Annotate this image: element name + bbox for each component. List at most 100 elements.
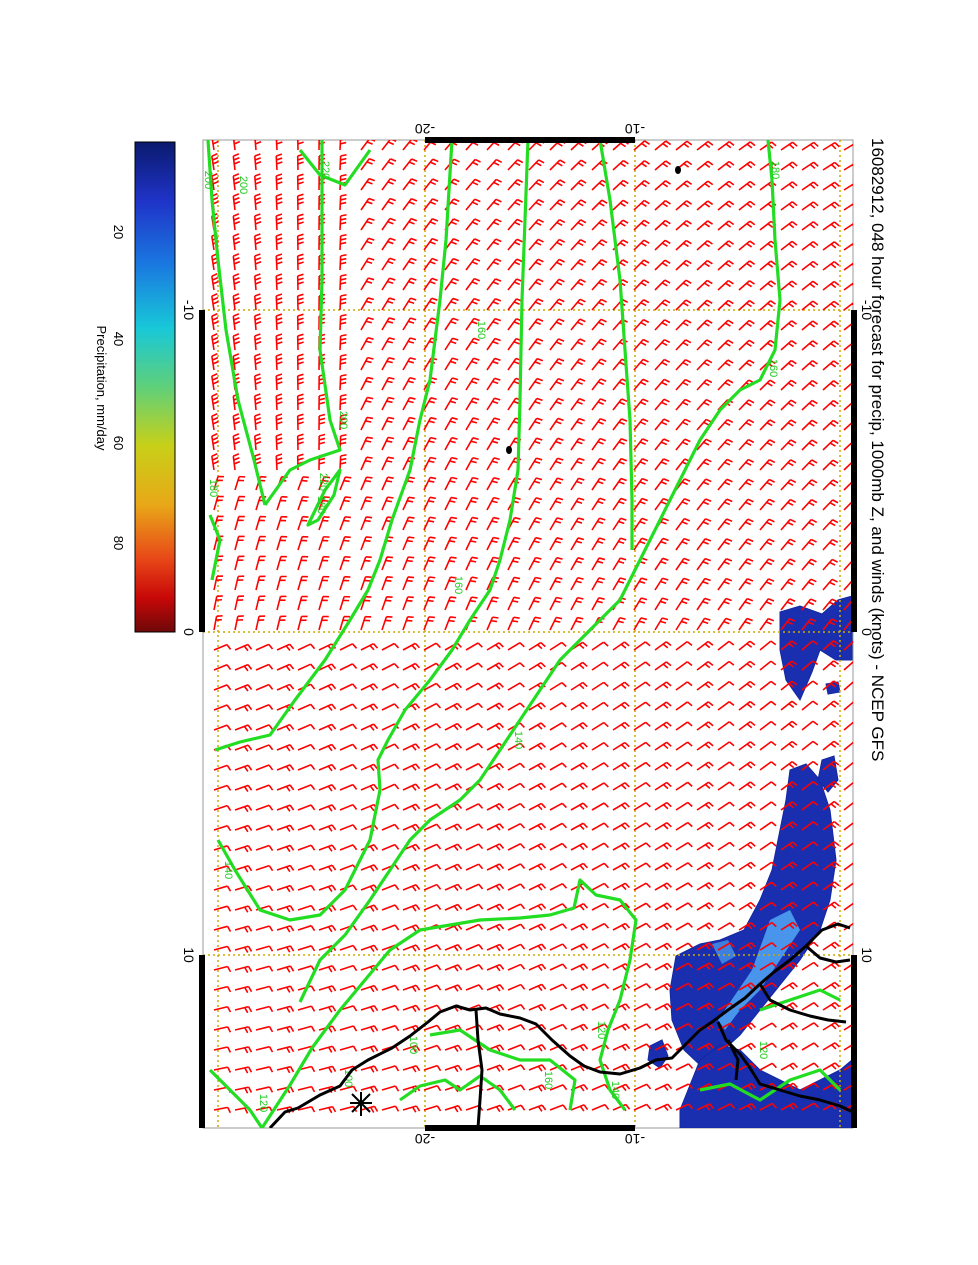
wind-barb: [381, 763, 400, 771]
wind-barb: [486, 642, 504, 651]
wind-barb: [255, 844, 274, 851]
wind-barb: [696, 378, 713, 391]
wind-barb: [339, 293, 347, 311]
wind-barb: [234, 804, 253, 813]
wind-barb: [232, 353, 241, 371]
wind-barb: [822, 459, 839, 471]
wind-barb: [675, 862, 693, 871]
wind-barb: [717, 821, 735, 831]
wind-barb: [591, 259, 608, 271]
wind-barb: [738, 901, 756, 911]
wind-barb: [570, 437, 585, 451]
wind-barb: [297, 535, 309, 551]
wind-barb: [254, 140, 262, 151]
wind-barb: [549, 218, 566, 231]
wind-barb: [465, 377, 480, 391]
wind-barb: [402, 984, 421, 993]
wind-barb: [822, 618, 838, 631]
wind-barb: [276, 804, 295, 812]
wind-barb: [717, 962, 735, 971]
wind-barb: [444, 536, 457, 551]
wind-barb: [738, 220, 756, 231]
wind-barb: [297, 555, 309, 571]
wind-barb: [843, 222, 853, 231]
wind-barb: [444, 417, 458, 431]
wind-barb: [654, 822, 672, 831]
wind-barb: [360, 944, 379, 953]
wind-barb: [822, 720, 840, 731]
wind-barb: [423, 863, 442, 871]
wind-barb: [717, 881, 735, 891]
wind-barb: [444, 576, 457, 591]
wind-barb: [759, 578, 775, 591]
wind-barb: [591, 219, 608, 231]
wind-barb: [465, 357, 480, 371]
wind-barb: [822, 340, 840, 351]
wind-barb: [759, 379, 776, 391]
wind-barb: [486, 616, 499, 631]
wind-barb: [801, 201, 819, 211]
wind-barb: [549, 963, 568, 971]
wind-barb: [276, 495, 288, 511]
wind-barb: [738, 700, 756, 711]
wind-barb: [633, 477, 649, 491]
colorbar-tick: 80: [111, 536, 126, 550]
wind-barb: [759, 538, 775, 551]
wind-barb: [381, 1085, 400, 1092]
wind-barb: [444, 823, 463, 831]
wind-barb: [211, 413, 219, 431]
wind-barb: [738, 498, 754, 511]
contour-label: 200: [337, 411, 349, 429]
wind-barb: [360, 140, 376, 151]
wind-barb: [654, 219, 671, 231]
wind-barb: [402, 1064, 421, 1073]
wind-barb: [255, 643, 274, 651]
wind-barb: [423, 277, 438, 291]
wind-barb: [780, 498, 797, 511]
wind-barb: [654, 1043, 673, 1051]
contour-line: [260, 878, 638, 1128]
wind-barb: [465, 158, 481, 171]
wind-barb: [528, 1084, 547, 1092]
wind-barb: [486, 983, 505, 992]
wind-barb: [591, 497, 606, 511]
wind-barb: [423, 743, 442, 751]
wind-barb: [696, 577, 711, 591]
wind-barb: [717, 861, 735, 871]
contour-line: [429, 1028, 577, 1111]
wind-barb: [528, 457, 543, 471]
wind-barb: [486, 457, 500, 471]
wind-barb: [822, 280, 840, 291]
wind-barb: [801, 1082, 819, 1091]
wind-barb: [276, 683, 295, 692]
wind-barb: [738, 478, 754, 491]
wind-barb: [570, 842, 589, 851]
wind-barb: [255, 575, 266, 591]
wind-barb: [213, 1046, 232, 1053]
wind-barb: [276, 555, 287, 571]
wind-barb: [318, 743, 337, 752]
wind-barb: [255, 615, 266, 631]
wind-barb: [738, 962, 756, 971]
wind-barb: [486, 1104, 505, 1113]
wind-barb: [465, 823, 484, 831]
wind-barb: [780, 419, 797, 431]
wind-barb: [591, 417, 607, 431]
wind-barb: [486, 823, 505, 831]
wind-barb: [654, 160, 672, 171]
wind-barb: [507, 1044, 526, 1051]
lon-tick-label: 0: [859, 628, 875, 636]
wind-barb: [612, 418, 628, 431]
wind-barb: [360, 1045, 379, 1053]
wind-barb: [402, 783, 421, 791]
wind-barb: [570, 762, 588, 771]
wind-barb: [318, 864, 337, 872]
wind-barb: [654, 597, 669, 611]
wind-barb: [633, 299, 650, 311]
wind-barb: [780, 379, 797, 391]
contour-label: 180: [769, 161, 781, 179]
contour-label: 200: [202, 171, 214, 189]
wind-barb: [654, 962, 673, 971]
wind-barb: [276, 925, 295, 933]
wind-barb: [507, 903, 526, 911]
